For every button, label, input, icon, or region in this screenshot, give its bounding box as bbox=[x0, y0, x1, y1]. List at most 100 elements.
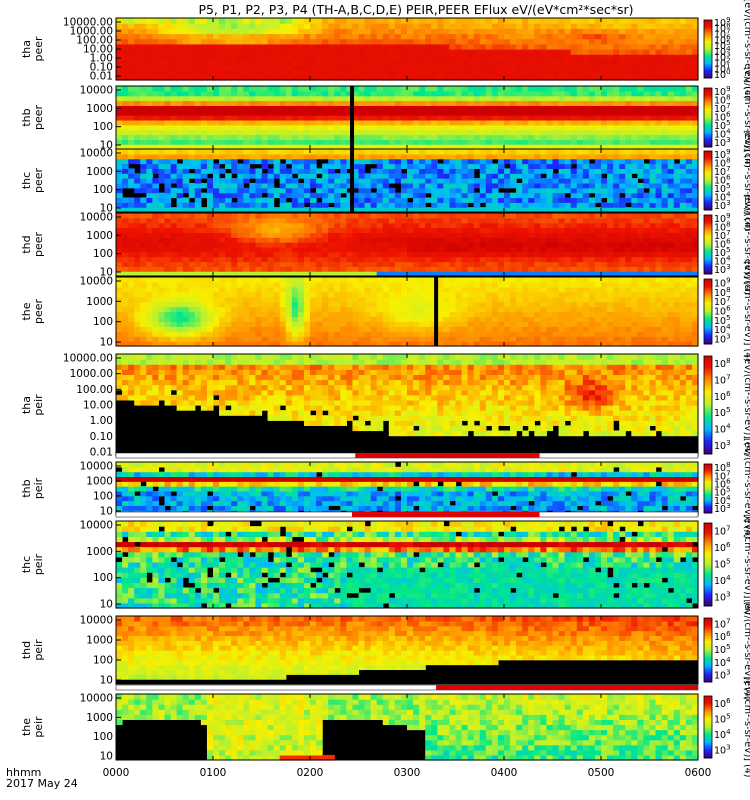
heatmap-cell bbox=[491, 115, 499, 121]
heatmap-cell bbox=[188, 90, 196, 97]
heatmap-cell bbox=[261, 144, 269, 150]
heatmap-cell bbox=[479, 213, 487, 219]
heatmap-cell bbox=[352, 266, 360, 272]
heatmap-cell bbox=[122, 153, 129, 160]
heatmap-cell bbox=[382, 49, 390, 55]
heatmap-cell bbox=[467, 100, 475, 106]
heatmap-cell bbox=[504, 222, 511, 229]
heatmap-cell bbox=[479, 182, 487, 189]
heatmap-cell bbox=[661, 124, 669, 131]
heatmap-cell bbox=[316, 100, 323, 106]
heatmap-cell bbox=[407, 124, 414, 131]
heatmap-cell bbox=[219, 95, 226, 102]
heatmap-cell bbox=[522, 86, 529, 92]
heatmap-cell bbox=[376, 59, 384, 66]
heatmap-cell bbox=[322, 33, 329, 40]
heatmap-cell bbox=[576, 213, 584, 219]
heatmap-cell bbox=[122, 18, 129, 24]
heatmap-cell bbox=[376, 110, 384, 116]
heatmap-cell bbox=[243, 158, 250, 165]
heatmap-cell bbox=[637, 251, 645, 258]
heatmap-cell bbox=[528, 134, 535, 140]
heatmap-cell bbox=[607, 90, 614, 97]
heatmap-cell bbox=[491, 182, 499, 189]
heatmap-cell bbox=[437, 49, 444, 55]
colorbar-swatch bbox=[704, 189, 712, 192]
heatmap-cell bbox=[570, 217, 578, 224]
heatmap-cell bbox=[231, 178, 238, 184]
heatmap-cell bbox=[255, 182, 263, 189]
heatmap-cell bbox=[182, 217, 190, 224]
heatmap-cell bbox=[613, 158, 620, 165]
heatmap-cell bbox=[582, 59, 590, 66]
heatmap-cell bbox=[667, 105, 675, 111]
heatmap-cell bbox=[243, 246, 250, 253]
heatmap-cell bbox=[164, 202, 172, 208]
heatmap-cell bbox=[431, 90, 438, 97]
heatmap-cell bbox=[213, 207, 220, 213]
heatmap-cell bbox=[473, 246, 481, 253]
heatmap-cell bbox=[316, 69, 323, 76]
heatmap-cell bbox=[467, 158, 475, 165]
heatmap-cell bbox=[649, 59, 657, 66]
heatmap-cell bbox=[649, 271, 657, 277]
heatmap-cell bbox=[504, 64, 511, 71]
heatmap-cell bbox=[613, 271, 620, 277]
heatmap-cell bbox=[358, 222, 366, 229]
heatmap-cell bbox=[570, 38, 578, 45]
heatmap-cell bbox=[322, 54, 329, 60]
heatmap-cell bbox=[164, 266, 172, 272]
heatmap-cell bbox=[491, 69, 499, 76]
heatmap-cell bbox=[491, 232, 499, 238]
heatmap-cell bbox=[237, 115, 244, 121]
colorbar-swatch bbox=[704, 44, 712, 47]
heatmap-cell bbox=[376, 163, 384, 169]
heatmap-cell bbox=[461, 158, 469, 165]
heatmap-cell bbox=[607, 86, 614, 92]
heatmap-cell bbox=[564, 168, 572, 174]
heatmap-cell bbox=[691, 119, 699, 126]
heatmap-cell bbox=[594, 222, 602, 229]
heatmap-cell bbox=[431, 173, 438, 179]
heatmap-cell bbox=[219, 178, 226, 184]
heatmap-cell bbox=[413, 18, 420, 24]
heatmap-cell bbox=[394, 90, 402, 97]
heatmap-cell bbox=[279, 119, 287, 126]
heatmap-cell bbox=[303, 173, 311, 179]
colorbar-tick-exponent: 8 bbox=[726, 22, 730, 30]
heatmap-cell bbox=[376, 202, 384, 208]
heatmap-cell bbox=[582, 202, 590, 208]
heatmap-cell bbox=[249, 173, 257, 179]
heatmap-cell bbox=[443, 271, 451, 277]
heatmap-cell bbox=[170, 38, 178, 45]
heatmap-cell bbox=[491, 38, 499, 45]
heatmap-cell bbox=[619, 144, 626, 150]
heatmap-cell bbox=[588, 149, 596, 155]
heatmap-cell bbox=[388, 187, 396, 194]
heatmap-cell bbox=[285, 271, 293, 277]
heatmap-cell bbox=[316, 256, 323, 263]
heatmap-cell bbox=[407, 134, 414, 140]
heatmap-cell bbox=[473, 222, 481, 229]
heatmap-cell bbox=[558, 90, 566, 97]
heatmap-cell bbox=[146, 163, 153, 169]
heatmap-cell bbox=[291, 64, 299, 71]
heatmap-cell bbox=[540, 18, 548, 24]
heatmap-cell bbox=[552, 153, 560, 160]
heatmap-cell bbox=[249, 197, 257, 203]
heatmap-cells bbox=[116, 149, 699, 213]
heatmap-cell bbox=[158, 74, 166, 81]
heatmap-cell bbox=[504, 246, 511, 253]
heatmap-cell bbox=[200, 149, 208, 155]
heatmap-cell bbox=[576, 86, 584, 92]
heatmap-cell bbox=[540, 213, 548, 219]
heatmap-cell bbox=[231, 256, 238, 263]
heatmap-cell bbox=[594, 119, 602, 126]
heatmap-cell bbox=[522, 18, 529, 24]
heatmap-cell bbox=[479, 261, 487, 267]
heatmap-cell bbox=[437, 90, 444, 97]
heatmap-cell bbox=[546, 74, 554, 81]
heatmap-cell bbox=[255, 256, 263, 263]
heatmap-cell bbox=[570, 266, 578, 272]
heatmap-cell bbox=[334, 213, 341, 219]
